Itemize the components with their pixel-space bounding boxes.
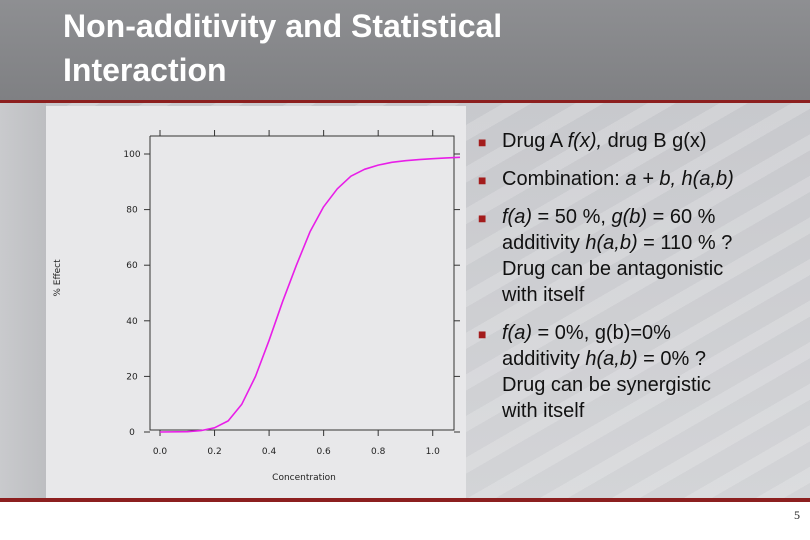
bullet-text: Combination: — [502, 168, 626, 190]
bullet-item: ■ f(a) = 50 %, g(b) = 60 % additivity h(a,… — [478, 204, 803, 308]
bullet-text-italic: f(a) — [502, 206, 532, 228]
y-axis-label: % Effect — [53, 259, 63, 297]
bullet-text: = 60 % — [647, 206, 716, 228]
bullet-line: Drug can be antagonistic — [502, 256, 803, 282]
bullet-text: with itself — [502, 284, 585, 306]
bullet-text: Drug can be antagonistic — [502, 258, 724, 280]
x-tick-label: 0.6 — [316, 447, 331, 457]
slide-title-line-2: Interaction — [63, 52, 227, 88]
x-tick-label: 1.0 — [426, 447, 441, 457]
bullet-item: ■ f(a) = 0%, g(b)=0% additivity h(a,b) = 0… — [478, 320, 803, 424]
bullet-text: additivity — [502, 232, 586, 254]
bullet-line: additivity h(a,b) = 0% ? — [502, 346, 803, 372]
page-number: 5 — [794, 508, 800, 522]
plot-frame — [149, 135, 455, 431]
bullet-line: Combination: a + b, h(a,b) — [502, 166, 803, 192]
footer: 5 — [0, 502, 810, 540]
slide-title: Non-additivity and Statistical Interacti… — [63, 4, 763, 92]
bullet-item: ■ Drug A f(x), drug B g(x) — [478, 128, 803, 154]
y-tick-label: 20 — [126, 372, 138, 382]
x-tick-label: 0.8 — [371, 447, 386, 457]
bullet-text-italic: h(a,b) — [585, 232, 638, 254]
bullet-line: Drug A f(x), drug B g(x) — [502, 128, 803, 154]
slide-title-line-1: Non-additivity and Statistical — [63, 8, 503, 44]
bullet-line: f(a) = 50 %, g(b) = 60 % — [502, 204, 803, 230]
bullet-text-italic: f(a) — [502, 322, 532, 344]
bullet-text-italic: g(b) — [611, 206, 648, 228]
y-tick-label: 0 — [129, 428, 135, 438]
bullet-square-icon: ■ — [478, 210, 487, 226]
bullet-text: with itself — [502, 400, 585, 422]
chart-panel: 0.0 0.2 0.4 0.6 0.8 1.0 0 20 40 60 80 100 Concentrat… — [46, 106, 466, 498]
title-bar: Non-additivity and Statistical Interacti… — [0, 0, 810, 100]
bullet-text-italic: a + b, h(a,b) — [625, 168, 734, 190]
bullet-text: Drug can be synergistic — [502, 374, 711, 396]
response-curve-line — [159, 156, 461, 433]
bullet-line: with itself — [502, 282, 803, 308]
footer-divider — [0, 498, 810, 502]
bullet-text: = 0%, g(b)=0% — [532, 322, 671, 344]
x-axis-label: Concentration — [272, 473, 336, 483]
bullet-line: Drug can be synergistic — [502, 372, 803, 398]
bullet-text: = 0% ? — [637, 348, 707, 370]
bullet-text: = 110 % ? — [637, 232, 733, 254]
y-tick-label: 40 — [126, 317, 138, 327]
bullet-line: additivity h(a,b) = 110 % ? — [502, 230, 803, 256]
y-tick-label: 80 — [126, 206, 138, 216]
y-tick-label: 60 — [126, 261, 138, 271]
x-tick-label: 0.2 — [207, 447, 221, 457]
bullet-line: with itself — [502, 398, 803, 424]
bullet-text-italic: f(x), — [567, 130, 603, 152]
bullet-text: additivity — [502, 348, 586, 370]
title-divider — [0, 100, 810, 103]
y-tick-label: 100 — [123, 150, 140, 160]
bullet-text: Drug A — [502, 130, 568, 152]
x-tick-label: 0.0 — [153, 447, 168, 457]
bullet-item: ■ Combination: a + b, h(a,b) — [478, 166, 803, 192]
dose-response-chart: 0.0 0.2 0.4 0.6 0.8 1.0 0 20 40 60 80 100 Concentrat… — [53, 130, 461, 483]
bullet-text-italic: h(a,b) — [585, 348, 638, 370]
x-tick-label: 0.4 — [262, 447, 277, 457]
left-decorative-strip — [0, 103, 46, 498]
bullet-text: drug B g(x) — [602, 130, 707, 152]
bullet-text: = 50 %, — [532, 206, 612, 228]
bullet-square-icon: ■ — [478, 326, 487, 342]
bullet-line: f(a) = 0%, g(b)=0% — [502, 320, 803, 346]
bullet-square-icon: ■ — [478, 134, 487, 150]
bullet-square-icon: ■ — [478, 172, 487, 188]
bullet-list: ■ Drug A f(x), drug B g(x) ■ Combination: a… — [478, 128, 803, 436]
